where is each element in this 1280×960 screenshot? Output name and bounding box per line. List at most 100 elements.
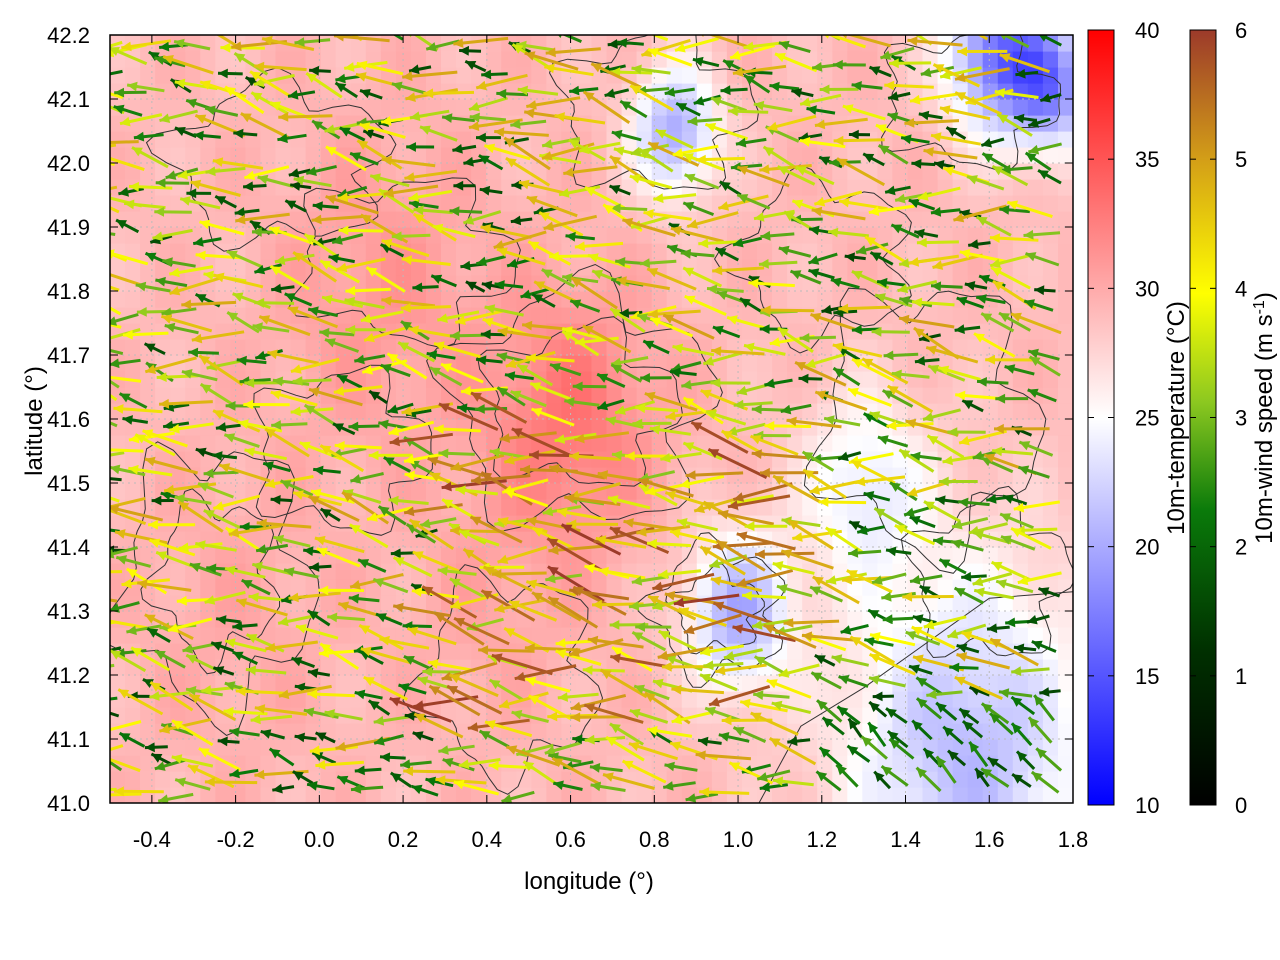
temperature-cell	[1042, 339, 1059, 356]
temperature-cell	[561, 547, 577, 564]
temperature-cell	[576, 787, 593, 803]
temperature-cell	[892, 755, 908, 772]
temperature-cell	[922, 547, 939, 564]
temperature-cell	[576, 259, 593, 276]
temperature-cell	[696, 259, 713, 276]
temperature-cell	[967, 35, 984, 52]
temperature-cell	[305, 579, 322, 596]
temperature-cell	[982, 675, 999, 692]
temperature-cell	[155, 387, 171, 404]
temperature-cell	[110, 163, 126, 180]
temperature-cell	[486, 547, 502, 564]
temperature-cell	[155, 563, 171, 580]
temperature-cell	[335, 163, 352, 180]
temperature-cell	[185, 675, 201, 692]
temperature-cell	[1058, 483, 1073, 500]
temperature-cell	[621, 147, 638, 164]
temperature-cell	[125, 707, 141, 724]
temperature-cell	[486, 659, 502, 676]
temperature-cell	[245, 147, 261, 164]
temperature-cell	[170, 99, 186, 116]
temperature-colorbar-tick-label: 25	[1135, 406, 1159, 431]
temperature-cell	[200, 787, 216, 803]
temperature-cell	[817, 35, 833, 52]
temperature-cell	[125, 483, 141, 500]
temperature-cell	[395, 67, 412, 84]
temperature-cell	[501, 579, 517, 596]
temperature-cell	[726, 323, 743, 340]
temperature-cell	[170, 675, 186, 692]
temperature-cell	[486, 739, 502, 756]
temperature-cell	[410, 483, 427, 500]
temperature-cell	[215, 787, 231, 803]
temperature-cell	[621, 467, 638, 484]
temperature-cell	[576, 387, 593, 404]
temperature-cell	[140, 787, 156, 803]
temperature-cell	[546, 307, 562, 324]
temperature-cell	[350, 403, 367, 420]
temperature-cell	[621, 291, 638, 308]
temperature-cell	[666, 291, 683, 308]
temperature-cell	[275, 675, 292, 692]
temperature-cell	[922, 387, 939, 404]
x-tick-label: 1.8	[1058, 827, 1089, 852]
temperature-cell	[260, 51, 277, 68]
temperature-cell	[591, 787, 608, 803]
wind-colorbar-tick-label: 4	[1235, 276, 1247, 301]
temperature-cell	[395, 51, 412, 68]
temperature-cell	[757, 51, 773, 68]
temperature-cell	[862, 371, 878, 388]
temperature-cell	[666, 435, 683, 452]
temperature-cell	[982, 739, 999, 756]
temperature-cell	[456, 243, 472, 260]
temperature-cell	[1058, 691, 1073, 708]
temperature-cell	[395, 211, 412, 228]
temperature-cell	[380, 659, 397, 676]
temperature-cell	[817, 611, 833, 628]
temperature-cell	[546, 723, 562, 740]
temperature-cell	[576, 419, 593, 436]
temperature-cell	[576, 675, 593, 692]
temperature-cell	[335, 355, 352, 372]
temperature-cell	[456, 163, 472, 180]
temperature-cell	[290, 707, 307, 724]
temperature-cell	[200, 435, 216, 452]
temperature-cell	[772, 515, 788, 532]
temperature-cell	[997, 675, 1014, 692]
temperature-cell	[1027, 179, 1044, 196]
temperature-cell	[847, 755, 863, 772]
temperature-cell	[456, 707, 472, 724]
temperature-cell	[380, 595, 397, 612]
temperature-cell	[666, 467, 683, 484]
temperature-cell	[290, 451, 307, 468]
temperature-cell	[365, 179, 382, 196]
temperature-cell	[982, 323, 999, 340]
temperature-cell	[260, 499, 277, 516]
temperature-cell	[245, 387, 261, 404]
x-tick-label: 1.6	[974, 827, 1005, 852]
y-tick-label: 42.1	[47, 87, 90, 112]
temperature-colorbar-tick-label: 35	[1135, 147, 1159, 172]
temperature-cell	[426, 195, 442, 212]
temperature-cell	[757, 291, 773, 308]
temperature-cell	[380, 467, 397, 484]
temperature-cell	[757, 387, 773, 404]
temperature-cell	[365, 723, 382, 740]
temperature-cell	[170, 195, 186, 212]
temperature-cell	[456, 99, 472, 116]
temperature-cell	[380, 547, 397, 564]
temperature-cell	[907, 211, 924, 228]
temperature-cell	[110, 627, 126, 644]
x-tick-label: -0.4	[133, 827, 171, 852]
temperature-cell	[200, 371, 216, 388]
temperature-cell	[877, 163, 893, 180]
temperature-cell	[215, 547, 231, 564]
temperature-cell	[185, 499, 201, 516]
temperature-cell	[892, 467, 908, 484]
temperature-cell	[320, 35, 337, 52]
temperature-cell	[290, 691, 307, 708]
temperature-cell	[170, 67, 186, 84]
temperature-cell	[395, 131, 412, 148]
temperature-cell	[260, 611, 277, 628]
temperature-cell	[380, 691, 397, 708]
